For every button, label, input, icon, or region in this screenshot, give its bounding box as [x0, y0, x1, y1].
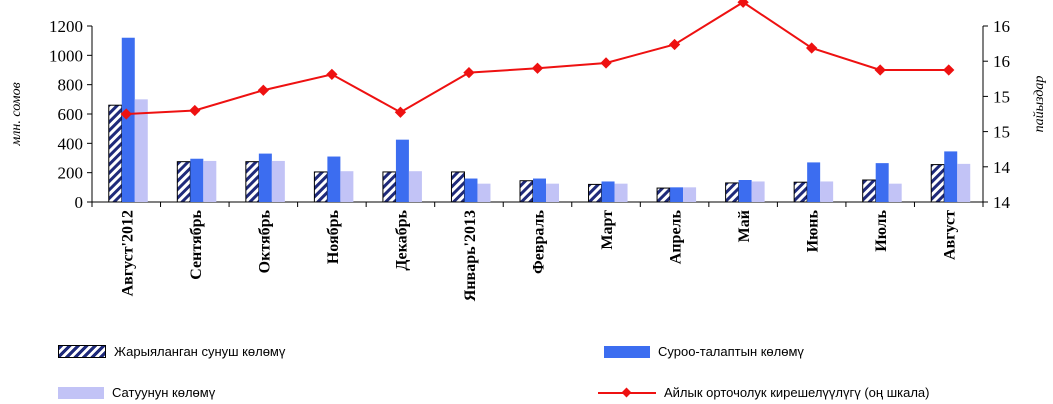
legend-swatch-sales — [58, 386, 104, 399]
y-axis-title-right: пайыздар — [1032, 76, 1047, 133]
legend-item-sales: Сатуунун көлөмү — [58, 385, 215, 400]
bar-demand — [875, 163, 889, 202]
bar-offer — [519, 180, 534, 203]
bar-sales — [888, 183, 902, 202]
bar-sales — [340, 171, 354, 202]
bar-demand — [121, 37, 135, 202]
x-tick-label: Октябрь — [256, 209, 273, 273]
bar-offer — [930, 164, 945, 203]
yield-point — [463, 66, 475, 79]
bar-offer — [176, 161, 191, 203]
legend-item-demand: Суроо-талаптын көлөмү — [604, 344, 804, 359]
y-tick-label-right: 16 — [993, 17, 1010, 36]
y-axis-title-left: млн. сомов — [9, 82, 24, 146]
bar-demand — [258, 153, 272, 202]
x-tick-label: Май — [736, 210, 753, 242]
x-tick-label: Август'2012 — [119, 210, 136, 296]
yield-point — [531, 62, 544, 74]
y-tick-label-left: 800 — [58, 76, 84, 95]
y-tick-label-right: 15 — [993, 87, 1010, 106]
yield-point — [257, 84, 270, 96]
x-tick-label: Январь'2013 — [462, 210, 479, 301]
bar-sales — [408, 171, 422, 202]
bar-offer — [450, 171, 465, 203]
bar-demand — [670, 187, 684, 202]
y-tick-label-left: 0 — [75, 193, 84, 212]
bar-offer — [656, 187, 671, 203]
bar-sales — [203, 160, 217, 202]
bar-offer — [725, 182, 740, 203]
legend-label-demand: Суроо-талаптын көлөмү — [658, 344, 804, 359]
y-tick-label-right: 16 — [993, 52, 1010, 71]
bar-offer — [108, 104, 123, 203]
y-tick-label-left: 400 — [58, 134, 84, 153]
legend-swatch-demand — [604, 345, 650, 358]
legend-label-yield: Айлык орточолук кирешелүүлүгү (оң шкала) — [664, 385, 930, 400]
bar-demand — [533, 178, 546, 202]
bar-demand — [738, 180, 752, 202]
bar-sales — [271, 160, 285, 202]
bar-offer — [793, 181, 808, 203]
x-tick-label: Август — [942, 210, 959, 260]
legend-swatch-yield — [598, 387, 656, 399]
bar-sales — [614, 183, 628, 202]
bar-demand — [807, 162, 821, 202]
y-tick-label-left: 1200 — [49, 17, 83, 36]
yield-point — [326, 68, 338, 81]
legend-swatch-offer — [58, 345, 106, 358]
bar-sales — [820, 181, 834, 202]
yield-point — [805, 42, 818, 54]
y-tick-label-left: 1000 — [49, 46, 83, 65]
bar-demand — [464, 178, 478, 202]
bar-sales — [477, 183, 491, 202]
yield-point — [874, 64, 886, 76]
legend-item-offer: Жарыяланган сунуш көлөмү — [58, 344, 285, 359]
bar-offer — [588, 183, 603, 203]
yield-line — [126, 1, 949, 115]
x-tick-label: Сентябрь — [188, 209, 205, 279]
legend-label-sales: Сатуунун көлөмү — [112, 385, 216, 400]
y-tick-label-right: 14 — [993, 158, 1011, 177]
legend-label-offer: Жарыяланган сунуш көлөмү — [114, 344, 286, 359]
bar-sales — [134, 99, 148, 202]
x-tick-label: Декабрь — [393, 209, 410, 270]
y-tick-label-right: 14 — [993, 193, 1011, 212]
bar-demand — [395, 139, 409, 202]
x-tick-label: Февраль — [531, 209, 548, 274]
yield-point — [600, 57, 612, 69]
bar-demand — [944, 151, 958, 202]
bar-offer — [313, 171, 328, 203]
bar-sales — [683, 187, 697, 202]
yield-point — [943, 64, 955, 76]
bar-offer — [382, 171, 397, 203]
bar-demand — [327, 156, 341, 202]
bar-offer — [862, 179, 877, 203]
x-tick-label: Апрель — [668, 209, 685, 264]
bar-sales — [546, 183, 559, 202]
bar-sales — [957, 163, 971, 202]
x-tick-label: Июнь — [805, 209, 822, 252]
y-tick-label-left: 600 — [58, 105, 84, 124]
x-tick-label: Март — [599, 210, 616, 250]
x-tick-label: Июль — [873, 209, 890, 251]
x-tick-label: Ноябрь — [325, 209, 342, 264]
legend-item-yield: Айлык орточолук кирешелүүлүгү (оң шкала) — [598, 385, 929, 400]
yield-point — [668, 38, 681, 51]
y-tick-label-right: 15 — [993, 123, 1010, 142]
y-tick-label-left: 200 — [58, 164, 84, 183]
bar-offer — [245, 161, 260, 203]
bar-demand — [601, 181, 615, 202]
yield-point — [394, 106, 407, 118]
bar-sales — [751, 181, 765, 202]
yield-point — [189, 104, 201, 117]
bar-demand — [190, 158, 204, 202]
chart-canvas: 0 200 400 600 800 1000 1200 14 14 15 15 16 16 млн. со… — [9, 0, 1047, 301]
